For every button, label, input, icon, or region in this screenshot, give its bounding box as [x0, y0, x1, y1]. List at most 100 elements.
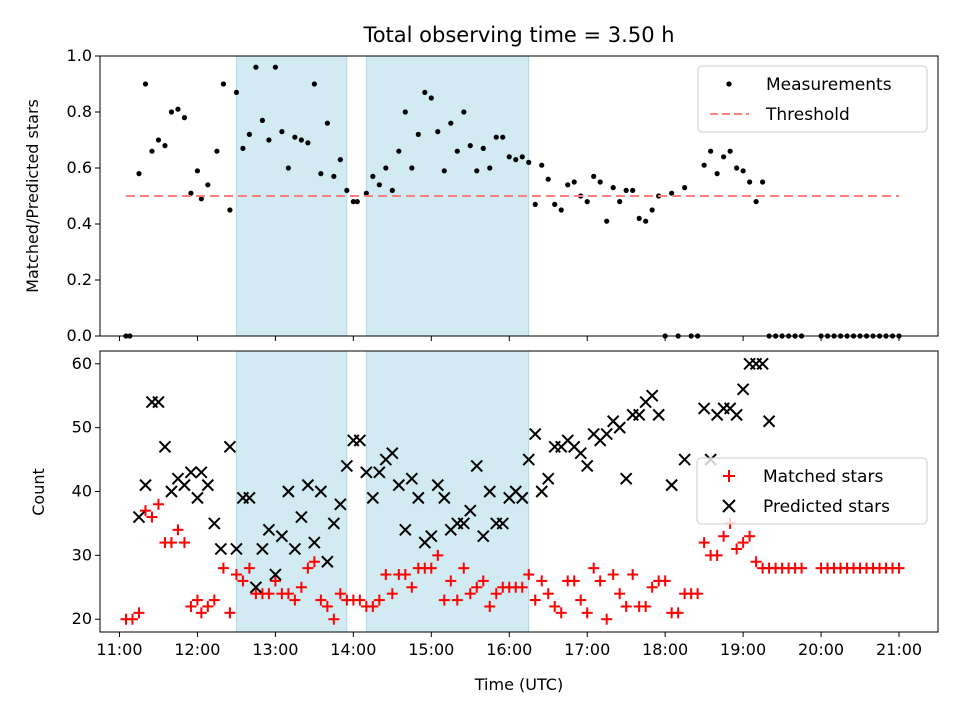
matched-star-point [568, 575, 580, 587]
predicted-star-point [282, 485, 295, 498]
matched-star-point [406, 581, 418, 593]
measurement-point [220, 81, 227, 87]
predicted-star-point [652, 408, 665, 422]
measurement-point [721, 154, 727, 160]
measurement-point [298, 137, 304, 143]
predicted-star-point [152, 395, 165, 409]
top-y-axis-label: Matched/Predicted stars [23, 99, 42, 293]
legend-threshold-label: Threshold [765, 105, 850, 125]
matched-star-point [464, 588, 476, 600]
matched-star-point [698, 537, 710, 549]
measurement-point [461, 109, 467, 115]
matched-star-point [581, 607, 593, 619]
y-tick-label: 60 [72, 354, 92, 373]
legend-measurements-marker [726, 81, 732, 87]
predicted-star-point [269, 568, 282, 581]
predicted-star-point [756, 357, 769, 370]
predicted-star-point [697, 402, 711, 415]
predicted-star-point [208, 517, 221, 530]
legend-matched-marker [723, 470, 735, 482]
measurement-point [376, 182, 382, 188]
bottom-y-ticks: 20 30 40 50 60 [72, 354, 100, 628]
measurement-point [383, 165, 389, 171]
x-tick-label: 14:00 [330, 640, 376, 659]
predicted-star-point [158, 440, 172, 454]
measurement-point [552, 201, 558, 207]
measurement-point [714, 171, 720, 177]
matched-star-point [594, 575, 606, 587]
predicted-star-point [340, 459, 354, 473]
predicted-star-point [249, 581, 263, 594]
y-tick-label: 0.6 [67, 158, 92, 177]
matched-star-point [718, 530, 730, 542]
predicted-star-point [132, 510, 146, 524]
measurement-point [435, 129, 441, 135]
predicted-star-point [327, 517, 341, 530]
measurement-point [194, 168, 201, 174]
measurement-point [363, 190, 369, 196]
predicted-star-point [399, 523, 412, 537]
measurement-point [513, 157, 519, 163]
legend-matched-label: Matched stars [763, 467, 883, 487]
matched-star-point [321, 600, 333, 612]
predicted-star-point [360, 466, 373, 479]
predicted-star-point [457, 517, 470, 530]
measurement-point [727, 148, 733, 154]
measurement-point [753, 199, 759, 205]
measurement-point [415, 131, 421, 137]
measurement-point [136, 171, 142, 177]
matched-star-point [588, 562, 600, 574]
top-x-ticks [118, 336, 900, 341]
predicted-star-point [314, 485, 328, 498]
measurement-point [474, 168, 480, 174]
bottom-y-axis-label: Count [29, 468, 48, 516]
predicted-star-point [214, 542, 228, 556]
predicted-star-point [632, 408, 646, 422]
x-tick-label: 18:00 [642, 640, 688, 659]
matched-star-point [731, 543, 743, 555]
matched-star-point [178, 537, 190, 549]
matched-star-point [380, 569, 392, 581]
measurement-point [155, 137, 162, 143]
measurement-point [214, 148, 220, 154]
predicted-star-point [464, 504, 477, 517]
predicted-star-point [243, 491, 256, 505]
predicted-star-point [178, 478, 191, 492]
measurement-point [428, 95, 434, 101]
x-axis-label: Time (UTC) [474, 675, 563, 694]
top-panel-marks [123, 64, 902, 339]
predicted-star-point [665, 478, 678, 492]
matched-star-point [575, 594, 587, 606]
predicted-star-point [542, 472, 555, 485]
y-tick-label: 0.2 [67, 270, 92, 289]
predicted-star-point [373, 466, 386, 479]
measurement-point [324, 120, 330, 126]
matched-star-point [646, 581, 658, 593]
predicted-star-point [184, 466, 198, 479]
measurement-point [198, 196, 204, 202]
predicted-star-point [425, 529, 438, 543]
measurement-point [643, 218, 649, 224]
matched-star-point [139, 505, 151, 517]
measurement-point [188, 190, 194, 196]
matched-star-point [607, 569, 619, 581]
predicted-star-point [195, 466, 208, 479]
matched-star-point [536, 575, 548, 587]
y-tick-label: 50 [72, 418, 92, 437]
predicted-star-point [496, 517, 509, 530]
measurement-point [747, 179, 753, 185]
measurement-point [740, 168, 746, 174]
measurement-point [266, 137, 272, 143]
predicted-star-point [308, 536, 321, 549]
predicted-star-point [301, 478, 315, 492]
chart-title: Total observing time = 3.50 h [362, 23, 674, 47]
x-tick-label: 12:00 [174, 640, 220, 659]
matched-star-point [208, 594, 220, 606]
measurement-point [506, 154, 512, 160]
measurement-point [493, 134, 499, 140]
measurement-point [604, 218, 610, 224]
matched-star-point [282, 588, 294, 600]
matched-star-point [373, 594, 385, 606]
measurement-point [162, 143, 168, 149]
